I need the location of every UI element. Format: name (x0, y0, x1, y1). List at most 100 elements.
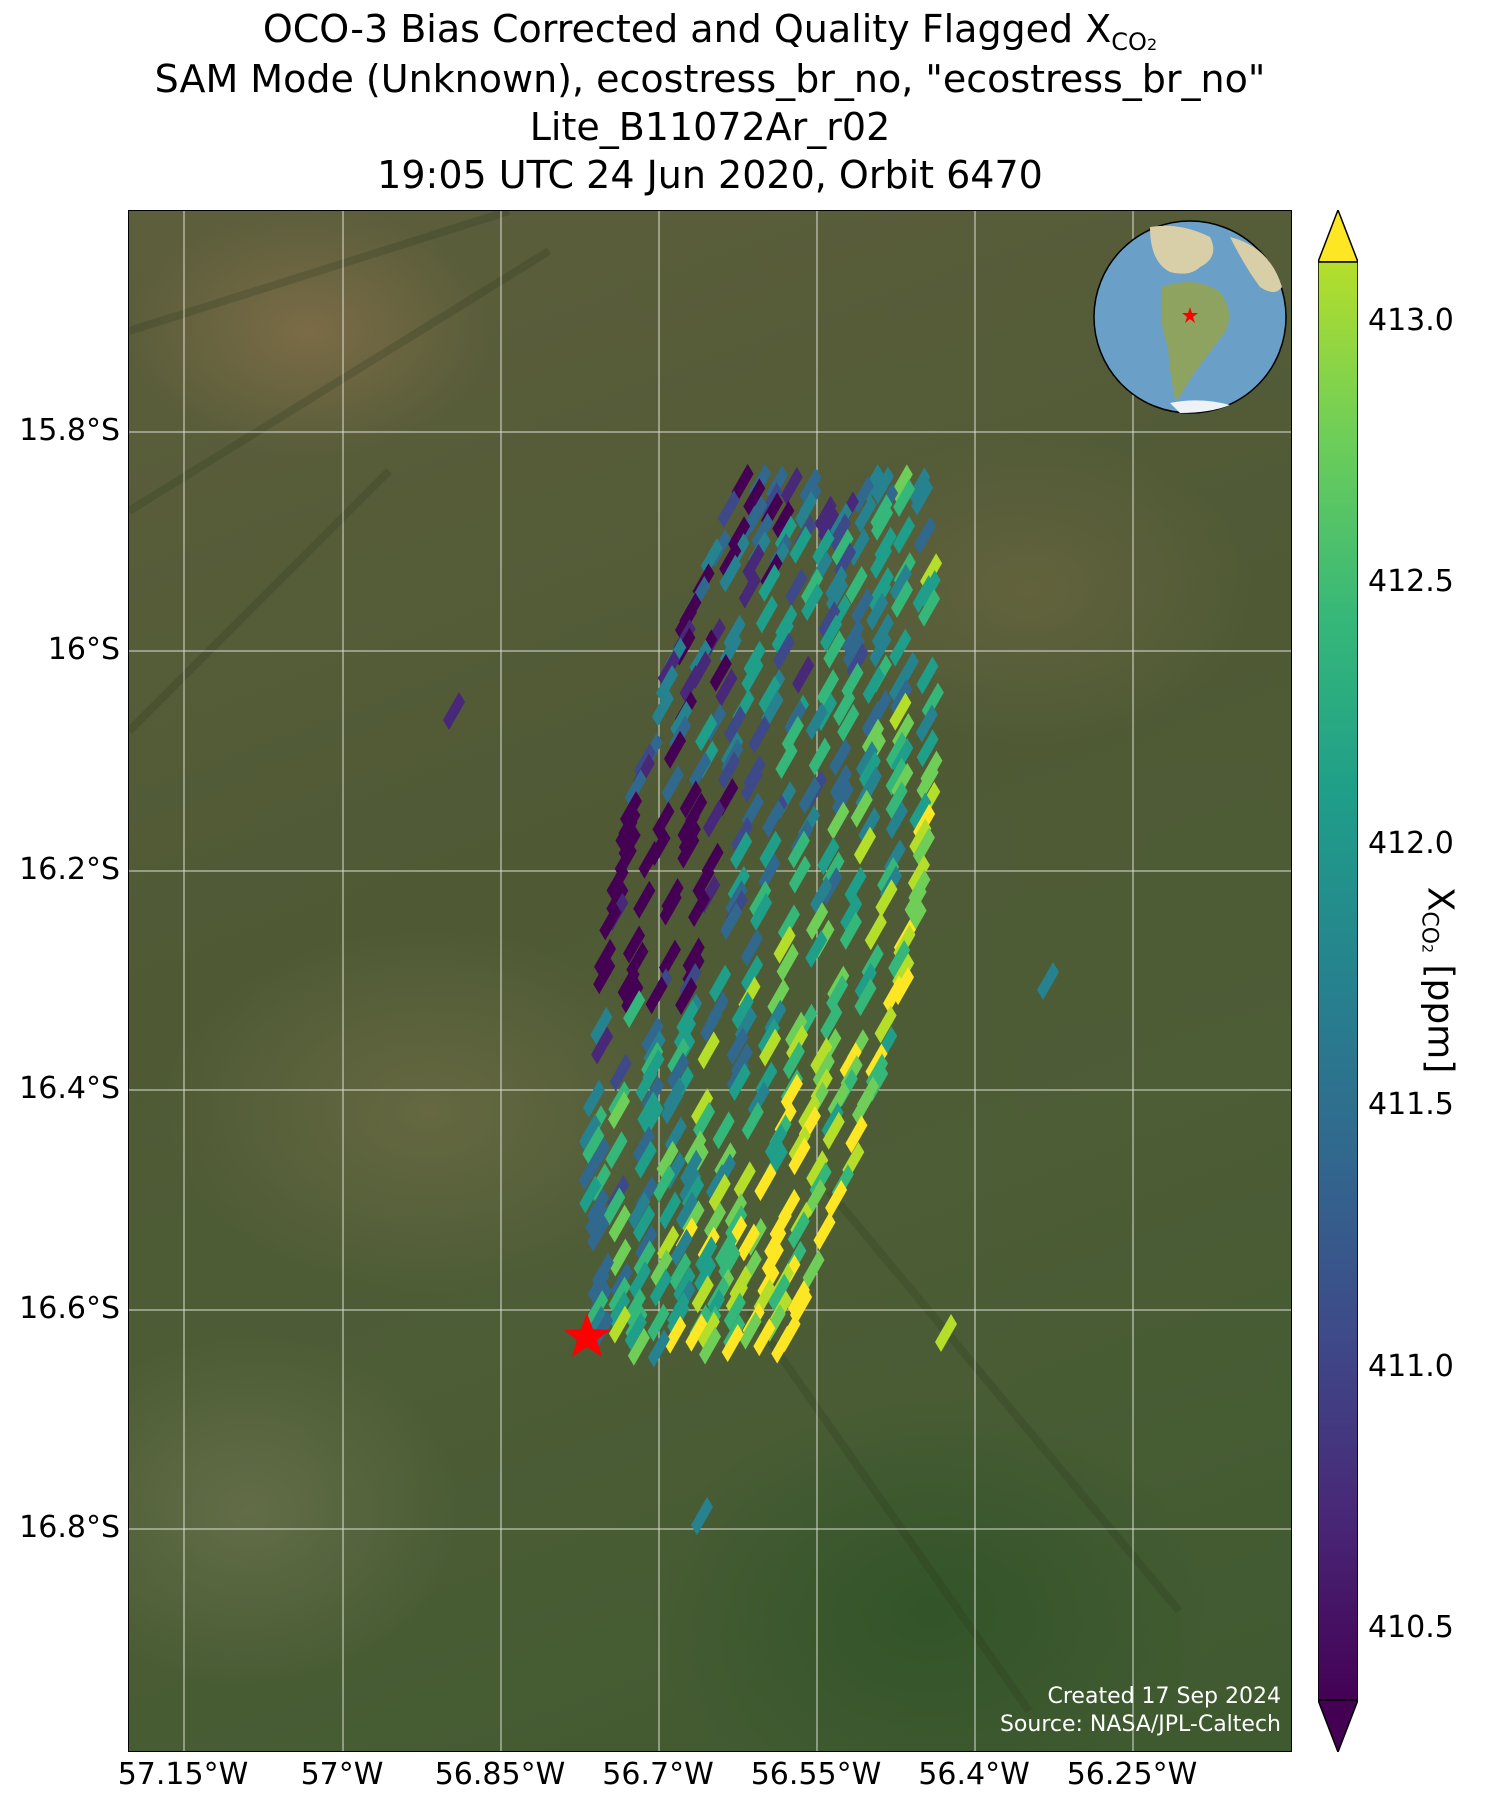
lon-tick: 56.85°W (434, 1757, 566, 1792)
sounding-footprint (885, 757, 908, 796)
sounding-footprint (844, 866, 867, 905)
sounding-footprint (587, 1213, 610, 1252)
sounding-footprint (908, 467, 931, 506)
sounding-footprint (904, 881, 927, 920)
lon-tick: 56.7°W (602, 1757, 714, 1792)
sounding-footprint (818, 601, 841, 640)
sounding-footprint (827, 801, 850, 840)
sounding-footprint (667, 1052, 690, 1091)
sounding-footprint (741, 954, 764, 993)
sounding-footprint (650, 1249, 673, 1288)
sounding-footprint (738, 570, 761, 609)
sounding-footprint (874, 1005, 897, 1044)
sounding-footprint (772, 500, 795, 539)
sounding-footprint (869, 629, 892, 668)
sounding-footprint (617, 964, 640, 1003)
sounding-footprint (823, 630, 846, 669)
sounding-footprint (653, 1164, 676, 1203)
sounding-footprint (726, 1027, 749, 1066)
map-title-line4: 19:05 UTC 24 Jun 2020, Orbit 6470 (377, 153, 1043, 197)
sounding-footprint (743, 640, 766, 679)
sounding-footprint (641, 1016, 664, 1055)
sounding-footprint (606, 862, 629, 901)
sounding-footprint (893, 478, 916, 517)
sounding-footprint (812, 1051, 835, 1090)
sounding-footprint (852, 1086, 875, 1125)
sounding-footprint (798, 1093, 821, 1132)
sounding-footprint (697, 1311, 720, 1350)
sounding-footprint (821, 1102, 844, 1141)
sounding-footprint (587, 1265, 610, 1304)
sounding-footprint (737, 1223, 760, 1262)
sounding-footprint (692, 1101, 715, 1140)
sounding-footprint (749, 880, 772, 919)
sounding-footprint (772, 632, 795, 671)
sounding-footprint (669, 1252, 692, 1291)
sounding-footprint (667, 1037, 690, 1076)
inset-globe (1093, 220, 1287, 414)
sounding-footprint (691, 1497, 713, 1535)
sounding-footprint (652, 801, 675, 840)
sounding-footprint (730, 831, 753, 870)
xco2-soundings (443, 463, 1059, 1535)
sounding-footprint (861, 700, 884, 739)
sounding-footprint (582, 1125, 605, 1164)
colorbar-tick: 412.5 (1368, 564, 1454, 599)
sounding-footprint (846, 642, 869, 681)
sounding-footprint (801, 582, 824, 621)
colorbar-tick: 412.0 (1368, 826, 1454, 861)
sounding-footprint (916, 656, 939, 695)
sounding-footprint (775, 740, 798, 779)
sounding-footprint (608, 1204, 631, 1243)
sounding-footprint (858, 807, 881, 846)
sounding-footprint (720, 902, 743, 941)
sounding-footprint (680, 1149, 703, 1188)
sounding-footprint (781, 715, 804, 754)
sounding-footprint (818, 507, 841, 546)
sounding-footprint (871, 466, 894, 505)
sounding-footprint (704, 1202, 727, 1241)
sounding-footprint (889, 563, 912, 602)
sounding-footprint (712, 1111, 735, 1150)
sounding-footprint (609, 1053, 632, 1092)
sounding-footprint (802, 1249, 825, 1288)
sounding-footprint (916, 729, 939, 768)
sounding-footprint (731, 816, 754, 855)
sounding-footprint (825, 575, 848, 614)
sounding-footprint (578, 1113, 601, 1152)
sounding-footprint (718, 1243, 741, 1282)
sounding-footprint (851, 587, 874, 626)
terrain-texture (129, 211, 1183, 1714)
sounding-footprint (891, 579, 914, 618)
sounding-footprint (608, 1305, 631, 1344)
sounding-footprint (854, 978, 877, 1017)
sounding-footprint (679, 1166, 702, 1205)
sounding-footprint (854, 962, 877, 1001)
sounding-footprint (865, 1043, 888, 1082)
target-star-marker (564, 1313, 610, 1357)
sounding-footprint (916, 762, 939, 801)
sounding-footprint (623, 925, 646, 964)
sounding-footprint (810, 1037, 833, 1076)
sounding-footprint (912, 575, 935, 614)
sounding-footprint (740, 764, 763, 803)
sounding-footprint (731, 463, 754, 502)
sounding-footprint (758, 563, 781, 602)
lat-tick: 16.6°S (19, 1291, 120, 1326)
sounding-footprint (842, 631, 865, 670)
sounding-footprint (739, 1311, 762, 1350)
sounding-footprint (717, 751, 740, 790)
sounding-footprint (753, 1318, 776, 1357)
sounding-footprint (889, 628, 912, 667)
sounding-footprint (603, 1187, 626, 1226)
credit-text: Created 17 Sep 2024 Source: NASA/JPL-Cal… (999, 1684, 1281, 1737)
sounding-footprint (709, 964, 732, 1003)
sounding-footprint (889, 692, 912, 731)
map-panel[interactable]: Created 17 Sep 2024 Source: NASA/JPL-Cal… (128, 210, 1292, 1752)
sounding-footprint (777, 904, 800, 943)
sounding-footprint (885, 801, 908, 840)
sounding-footprint (776, 943, 799, 982)
sounding-footprint (840, 894, 863, 933)
sounding-footprint (691, 1275, 714, 1314)
sounding-footprint (708, 1173, 731, 1212)
